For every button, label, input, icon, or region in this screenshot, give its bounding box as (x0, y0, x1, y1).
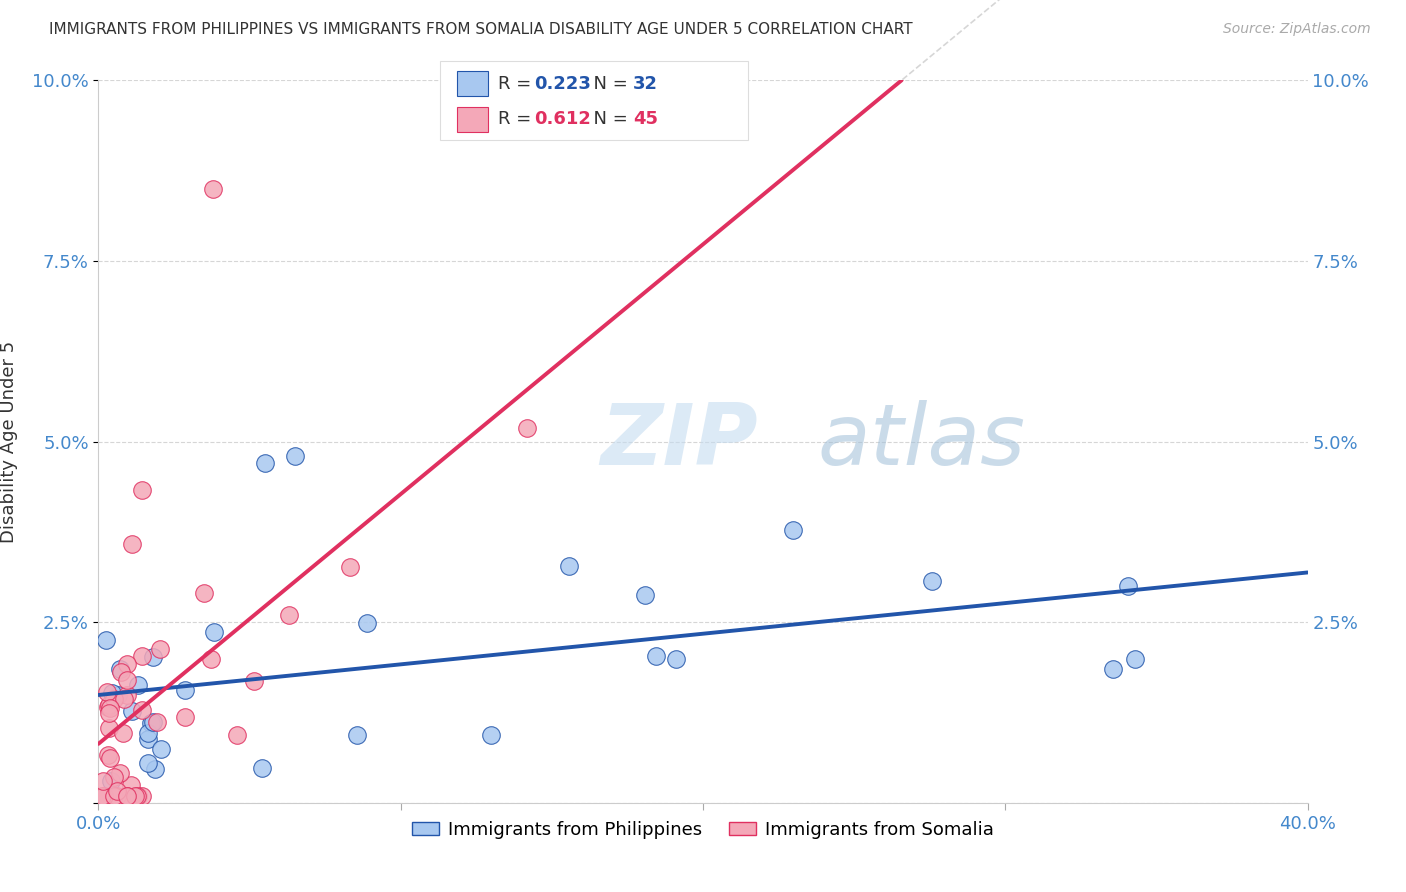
Point (225, 728, 247, 742)
Text: N =: N = (582, 75, 634, 93)
Point (921, 574, 943, 589)
Point (131, 789, 153, 803)
Point (253, 456, 276, 470)
Text: Source: ZipAtlas.com: Source: ZipAtlas.com (1223, 22, 1371, 37)
Point (98, 701, 121, 715)
Point (115, 789, 138, 803)
Point (103, 692, 125, 706)
Point (115, 673, 138, 687)
Point (125, 789, 148, 803)
Point (103, 789, 125, 803)
Text: ZIP: ZIP (600, 400, 758, 483)
Point (131, 483, 153, 498)
Point (94, 633, 117, 648)
Point (127, 678, 149, 692)
Point (200, 651, 222, 665)
Point (339, 560, 361, 574)
Point (91, 789, 114, 803)
Point (136, 756, 159, 771)
Point (97, 700, 120, 714)
Point (136, 726, 159, 740)
Point (193, 585, 215, 599)
Point (1123, 652, 1146, 666)
Point (98, 721, 121, 735)
Point (120, 778, 142, 792)
Point (174, 682, 197, 697)
Point (107, 688, 129, 702)
Point (93, 789, 115, 803)
Text: 0.612: 0.612 (534, 111, 591, 128)
Text: 32: 32 (633, 75, 658, 93)
Point (634, 588, 657, 602)
Point (143, 762, 166, 776)
Point (121, 704, 143, 718)
Point (97, 747, 120, 762)
Point (141, 715, 163, 730)
Point (96, 685, 118, 699)
Point (284, 449, 307, 463)
Text: 45: 45 (633, 111, 658, 128)
Point (1116, 579, 1139, 593)
Point (131, 703, 153, 717)
Point (557, 558, 579, 573)
Point (278, 607, 301, 622)
Point (516, 421, 538, 435)
Point (93, 774, 115, 789)
Point (121, 537, 143, 551)
Point (202, 625, 225, 640)
Point (124, 789, 146, 803)
Point (131, 648, 153, 663)
Text: 0.223: 0.223 (534, 75, 591, 93)
Point (108, 662, 131, 676)
Point (136, 732, 159, 747)
Point (112, 726, 135, 740)
Point (149, 642, 172, 657)
Point (346, 728, 368, 742)
Point (782, 523, 804, 537)
Point (142, 714, 165, 729)
Point (644, 648, 666, 663)
Point (101, 686, 124, 700)
Legend: Immigrants from Philippines, Immigrants from Somalia: Immigrants from Philippines, Immigrants … (405, 814, 1001, 846)
Point (103, 771, 125, 785)
Point (242, 673, 264, 688)
Point (174, 709, 197, 723)
Point (105, 784, 128, 798)
Point (146, 715, 169, 730)
Point (142, 649, 165, 664)
Point (664, 652, 686, 666)
Point (100, 751, 122, 765)
Point (108, 766, 131, 780)
Point (1102, 662, 1125, 676)
Point (479, 728, 502, 742)
Point (97, 706, 120, 720)
Point (110, 665, 132, 679)
Point (202, 182, 225, 196)
Text: N =: N = (582, 111, 634, 128)
Text: R =: R = (498, 111, 537, 128)
Point (105, 789, 128, 803)
Point (127, 789, 149, 803)
Point (98, 698, 121, 713)
Point (356, 615, 378, 630)
Point (112, 692, 135, 706)
Point (115, 657, 138, 672)
Point (115, 688, 138, 702)
Text: IMMIGRANTS FROM PHILIPPINES VS IMMIGRANTS FROM SOMALIA DISABILITY AGE UNDER 5 CO: IMMIGRANTS FROM PHILIPPINES VS IMMIGRANT… (49, 22, 912, 37)
Point (100, 774, 122, 789)
Point (250, 761, 273, 775)
Point (117, 789, 139, 803)
Text: atlas: atlas (818, 400, 1026, 483)
Text: R =: R = (498, 75, 537, 93)
Point (149, 741, 172, 756)
Y-axis label: Disability Age Under 5: Disability Age Under 5 (0, 341, 18, 542)
